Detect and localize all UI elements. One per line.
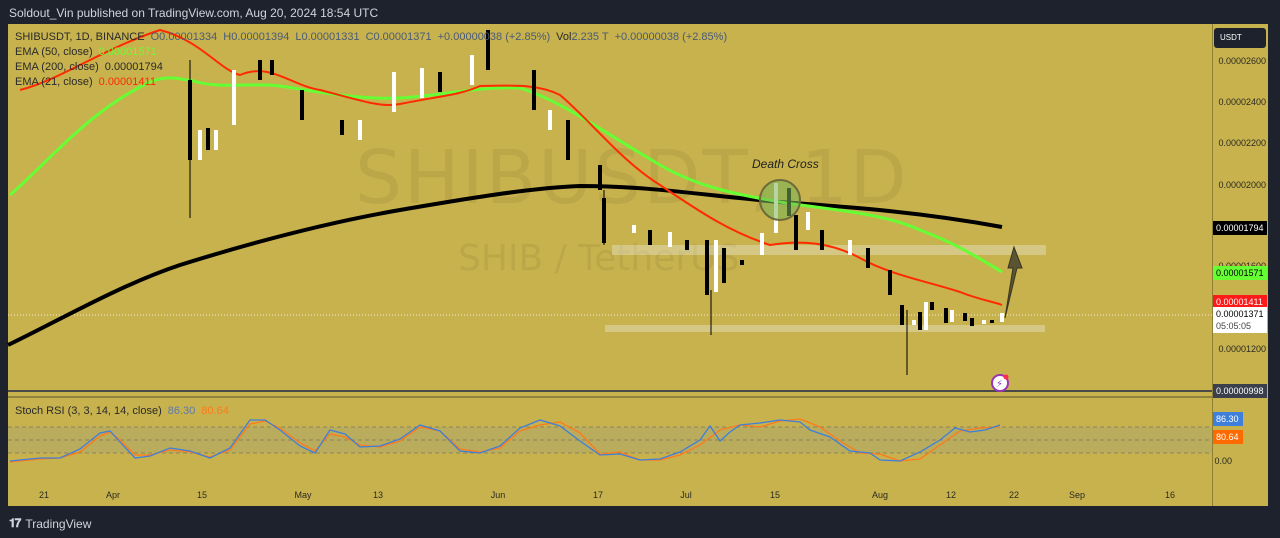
time-tick: 17 (592, 490, 604, 500)
time-tick: Jun (490, 490, 506, 500)
symbol-label[interactable]: SHIBUSDT, 1D, BINANCE (15, 31, 145, 43)
open-value: O0.00001334 (150, 31, 218, 43)
price-tick: 0.00002600 (1218, 56, 1266, 66)
resistance-zone (612, 245, 1046, 255)
ema21-value: 0.00001411 (98, 76, 156, 88)
ema200-price-label: 0.00001794 (1213, 221, 1267, 235)
lightning-icon (991, 374, 1009, 392)
time-tick: 15 (196, 490, 208, 500)
time-tick: 22 (1008, 490, 1020, 500)
time-tick: Aug (871, 490, 889, 500)
stoch-d-axis-label: 80.64 (1213, 430, 1243, 444)
tradingview-brand[interactable]: 𝟏𝟕 TradingView (9, 516, 91, 531)
footer: 𝟏𝟕 TradingView (0, 508, 1280, 538)
high-value: H0.00001394 (223, 31, 290, 43)
ema200-value: 0.00001794 (104, 61, 163, 73)
death-cross-label: Death Cross (752, 157, 819, 171)
stoch-rsi-legend: Stoch RSI (3, 3, 14, 14, close) 86.30 80… (15, 405, 229, 417)
main-legend: SHIBUSDT, 1D, BINANCE O0.00001334 H0.000… (15, 30, 727, 90)
change-value: +0.00000038 (+2.85%) (437, 31, 551, 43)
currency-button[interactable]: USDT (1214, 28, 1266, 48)
time-tick: Jul (680, 490, 692, 500)
time-tick: May (294, 490, 312, 500)
time-tick: 13 (372, 490, 384, 500)
price-tick: 0.00002200 (1218, 138, 1266, 148)
tradingview-logo-icon: 𝟏𝟕 (9, 516, 21, 530)
ema50-line (9, 76, 1003, 274)
ema21-price-label: 0.00001411 (1213, 295, 1267, 309)
price-tick: 0.00002400 (1218, 97, 1266, 107)
support-zone (605, 325, 1045, 332)
close-value: C0.00001371 (365, 31, 432, 43)
time-tick: 12 (945, 490, 957, 500)
brand-name: TradingView (25, 516, 92, 531)
stoch-rsi-d-value: 80.64 (201, 405, 229, 417)
time-tick: Apr (105, 490, 121, 500)
stoch-rsi-label[interactable]: Stoch RSI (3, 3, 14, 14, close) (15, 405, 162, 417)
stoch-rsi-k-value: 86.30 (167, 405, 196, 417)
ema50-label[interactable]: EMA (50, close) (15, 46, 93, 58)
time-tick: Sep (1068, 490, 1086, 500)
ema50-price-label: 0.00001571 (1213, 266, 1267, 280)
ema21-line (19, 28, 1003, 306)
bar-countdown: 05:05:05 (1213, 319, 1267, 333)
price-tick: 0.00001200 (1218, 344, 1266, 354)
rsi-tick: 0.00 (1214, 456, 1232, 466)
ema200-line (7, 183, 1003, 347)
candles (188, 30, 1004, 375)
volume-change: +0.00000038 (+2.85%) (614, 31, 728, 43)
death-cross-marker (759, 179, 801, 221)
ema200-label[interactable]: EMA (200, close) (15, 61, 99, 73)
volume-label: Vol2.235 T (556, 31, 609, 43)
up-arrow-icon (1004, 245, 1023, 319)
stoch-k-axis-label: 86.30 (1213, 412, 1243, 426)
publish-header: Soldout_Vin published on TradingView.com… (0, 0, 1280, 26)
time-tick: 15 (769, 490, 781, 500)
last-price-label: 0.00001371 (1213, 307, 1267, 321)
time-tick: 16 (1164, 490, 1176, 500)
price-tick: 0.00002000 (1218, 180, 1266, 190)
ema50-value: 0.00001571 (98, 46, 157, 58)
low-value: L0.00001331 (295, 31, 360, 43)
svg-text:⚡: ⚡ (996, 379, 1003, 390)
time-tick: 21 (38, 490, 50, 500)
ema21-label[interactable]: EMA (21, close) (15, 76, 93, 88)
pair-watermark: SHIB / TetherUS (458, 238, 740, 279)
low-price-label: 0.00000998 (1213, 384, 1267, 398)
